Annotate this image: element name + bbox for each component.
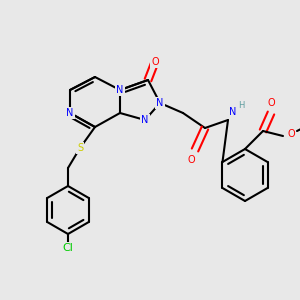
Text: O: O <box>267 98 275 108</box>
Text: O: O <box>187 155 195 165</box>
Text: N: N <box>141 115 149 125</box>
Text: O: O <box>287 129 295 139</box>
Text: H: H <box>238 100 244 109</box>
Text: N: N <box>116 85 124 95</box>
Text: Cl: Cl <box>63 243 74 253</box>
Text: S: S <box>77 143 83 153</box>
Text: N: N <box>66 108 74 118</box>
Text: N: N <box>229 107 237 117</box>
Text: N: N <box>156 98 164 108</box>
Text: O: O <box>151 57 159 67</box>
